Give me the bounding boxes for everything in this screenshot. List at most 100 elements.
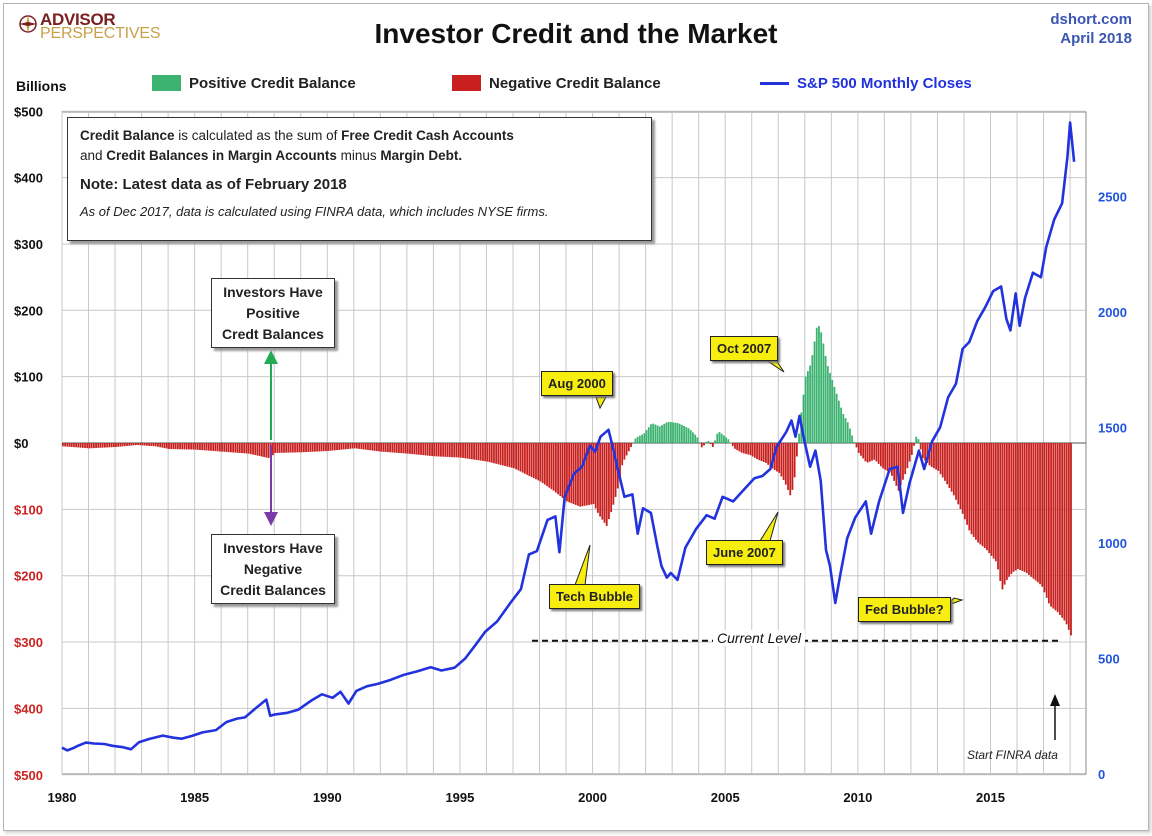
negative-credit-bar [356,443,358,449]
negative-credit-bar [382,443,385,452]
negative-credit-bar [771,443,774,469]
negative-credit-bar [499,443,502,465]
negative-credit-bar [599,443,601,517]
x-axis-tick-label: 2015 [976,790,1005,805]
negative-credit-bar [378,443,380,452]
negative-credit-bar [325,443,327,452]
negative-credit-bar [864,443,867,462]
negative-credit-bar [342,443,345,450]
positive-credit-bar [638,435,641,443]
finra-start-label: Start FINRA data [967,748,1058,762]
negative-credit-bar [285,443,288,453]
positive-credit-bar [696,437,699,443]
negative-credit-bar [214,443,217,452]
negative-credit-bar [395,443,398,453]
negative-credit-bar [336,443,338,451]
negative-credit-bar [70,443,73,447]
negative-credit-bar [426,443,429,456]
negative-credit-bar [614,443,617,497]
negative-credit-bar [510,443,513,468]
negative-credit-bar [519,443,522,472]
negative-credit-bar [588,443,590,505]
negative-credit-bar [112,443,115,448]
negative-credit-bar [966,443,968,525]
negative-credit-bar [256,443,259,456]
negative-credit-bar [961,443,964,514]
left-axis-tick-label: $200 [14,303,43,318]
negative-credit-bar [422,443,425,456]
negative-credit-bar [992,443,995,559]
negative-credit-bar [318,443,321,452]
negative-credit-bar [997,443,999,570]
positive-credit-bar [634,438,637,443]
negative-credit-bar [552,443,555,491]
negative-credit-bar [566,443,568,502]
negative-credit-bar [329,443,332,451]
negative-credit-bar [886,443,889,472]
positive-credit-bar [681,424,683,443]
negative-credit-bar [106,443,109,448]
negative-credit-bar [1065,443,1068,625]
legend-negative-label: Negative Credit Balance [489,74,661,92]
negative-credit-bar [561,443,564,498]
negative-credit-bar [891,443,893,476]
left-axis-tick-label: $400 [14,171,43,186]
oct2007-annotation: Oct 2007 [710,336,779,361]
negative-credit-bar [287,443,290,453]
negative-credit-bar [230,443,232,453]
negative-credit-bar [245,443,248,454]
negative-credit-bar [1047,443,1050,604]
negative-credit-bar [862,443,865,459]
negative-credit-bar [1012,443,1015,572]
positive-credit-bar [689,430,692,443]
positive-credit-bar [647,427,650,443]
negative-credit-bar [402,443,405,454]
negative-credit-bar [776,443,778,472]
positive-credit-bar [698,442,701,443]
negative-credit-bar [594,443,597,509]
negative-credit-bar [92,443,95,449]
note-latest-data: Note: Latest data as of February 2018 [80,176,347,193]
credit-bars [62,326,1072,636]
negative-credit-bar [117,443,120,447]
positive-credit-bar [822,343,825,443]
negative-credit-bar [466,443,469,459]
negative-credit-bar [360,443,363,450]
positive-callout-line-3: Credt Balances [222,326,324,342]
source-date: April 2018 [1060,30,1132,47]
negative-credit-bar [986,443,988,551]
positive-credit-bar [804,376,807,443]
negative-credit-bar [424,443,427,456]
negative-credit-bar [548,443,551,488]
negative-credit-bar [448,443,451,458]
negative-credit-bar [784,443,787,485]
negative-credit-bar [596,443,599,513]
positive-callout-line-1: Investors Have [223,284,323,300]
negative-credit-bar [267,443,270,458]
negative-credit-bar [260,443,263,457]
negative-credit-bar [413,443,416,455]
logo-main-text: ADVISOR [40,10,116,29]
negative-credit-bar [895,443,898,486]
negative-credit-bar [610,443,613,513]
positive-credit-bar [811,355,814,443]
negative-credit-bar [185,443,188,450]
negative-credit-bar [981,443,984,547]
negative-credit-bar [778,443,781,473]
negative-credit-bar [373,443,376,451]
negative-credit-bar [442,443,445,457]
positive-credit-bar [707,440,710,443]
positive-credit-bar [851,435,854,443]
negative-credit-bar [703,443,705,446]
negative-credit-bar [1003,443,1006,585]
negative-credit-bar [866,443,869,463]
negative-credit-bar [1067,443,1070,630]
note-finra: As of Dec 2017, data is calculated using… [80,204,549,219]
negative-credit-bar [760,443,763,462]
negative-credit-bar [983,443,986,549]
negative-credit-bar [1036,443,1039,583]
positive-callout-line-2: Positive [246,305,300,321]
negative-credit-bar [79,443,82,448]
negative-credit-bar [249,443,252,455]
negative-credit-bar [353,443,356,449]
